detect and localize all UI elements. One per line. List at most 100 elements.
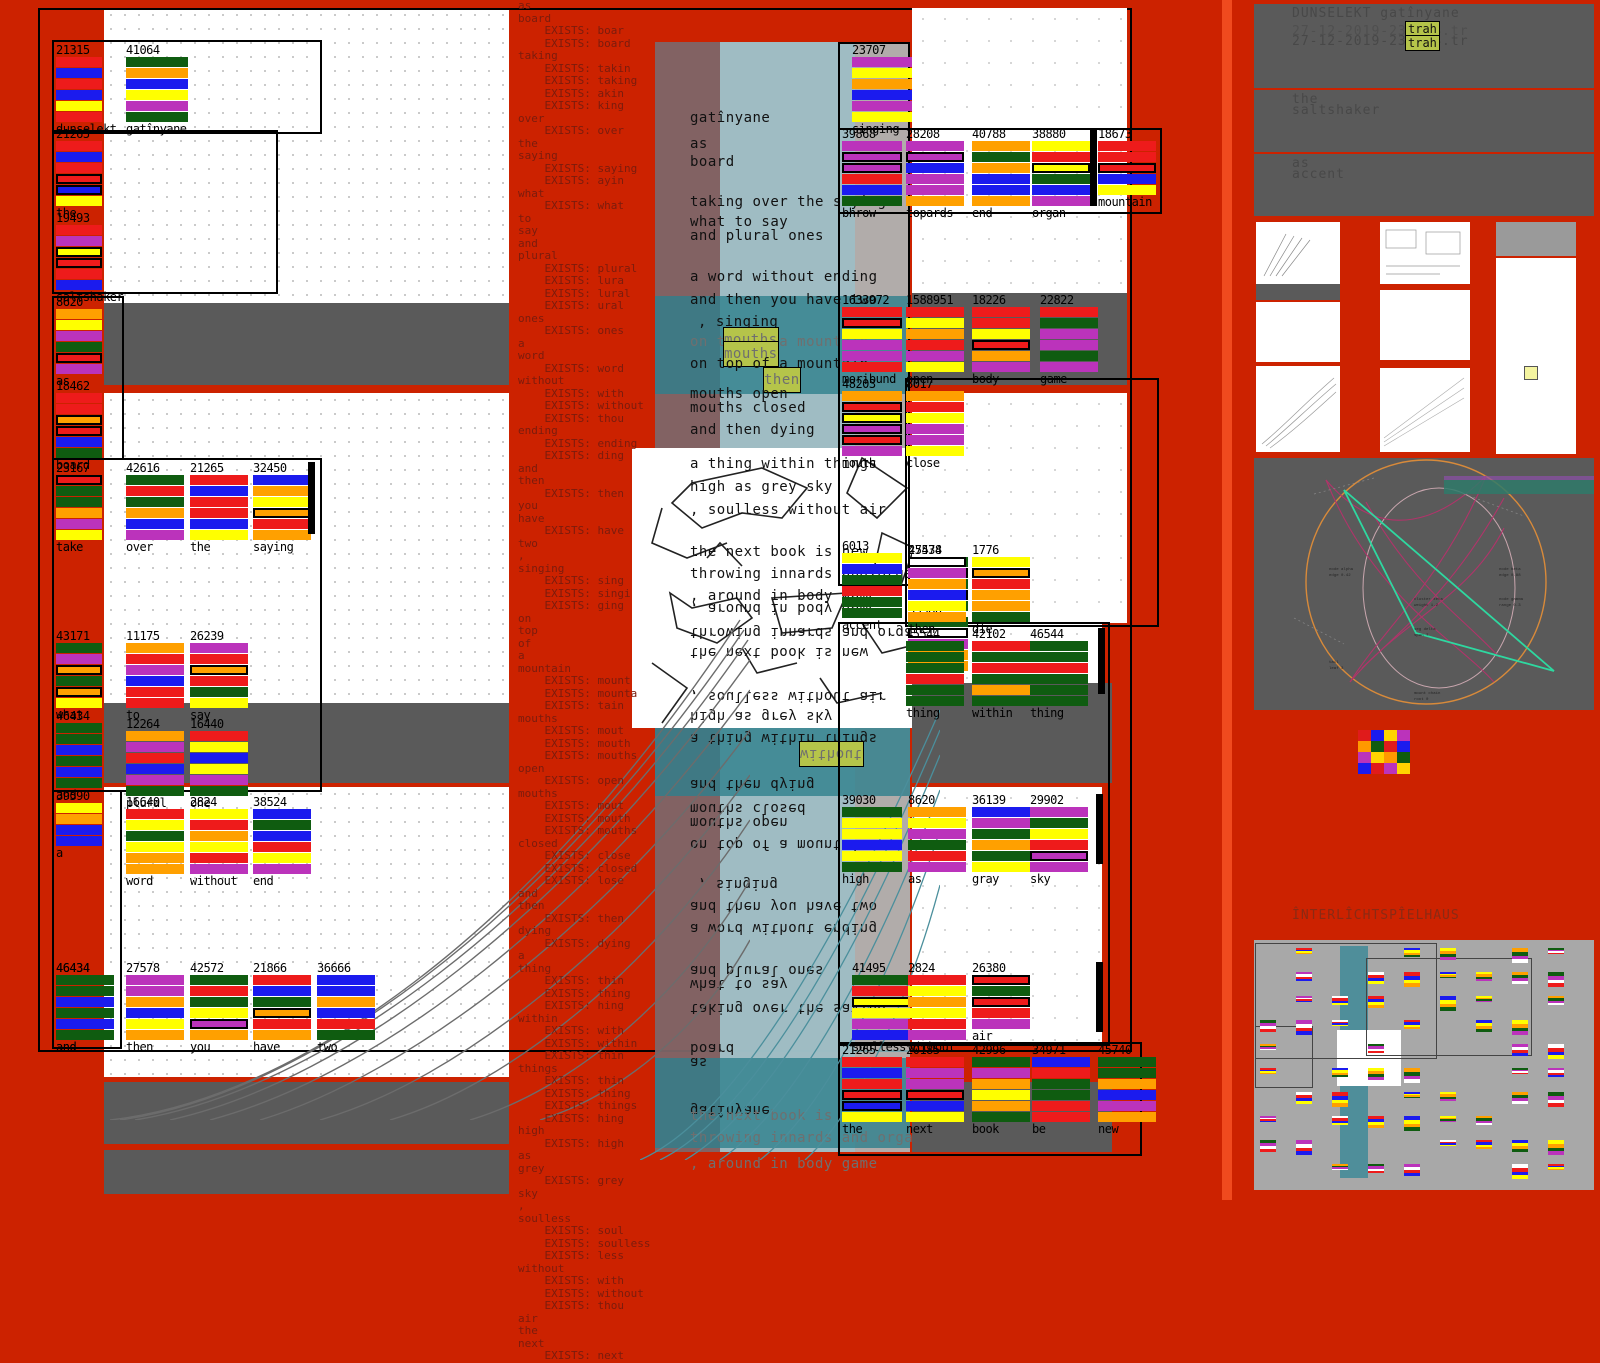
token-bar (126, 90, 188, 100)
token-card[interactable]: 1588951 open (906, 294, 964, 386)
token-card[interactable]: 21315 dunselekt (56, 44, 102, 136)
token-card[interactable]: 18673 mountain (1098, 128, 1156, 209)
token-id: 39868 (842, 128, 902, 141)
token-bars (972, 975, 1030, 1029)
token-card[interactable]: 39590 a (56, 790, 102, 860)
token-card[interactable]: 20185 next (906, 1044, 964, 1136)
token-card[interactable]: 8017 close (906, 378, 964, 470)
token-card[interactable]: 21866 have (253, 962, 311, 1054)
token-card[interactable]: 42996 book (972, 1044, 1030, 1136)
token-card[interactable]: 42616 over (126, 462, 184, 554)
token-bar (190, 1019, 248, 1029)
token-card[interactable]: 46544 thing (1030, 628, 1088, 720)
token-id: 41064 (126, 44, 188, 57)
token-card[interactable]: 32450 saying (253, 462, 311, 554)
minimap-chip (1368, 1116, 1384, 1128)
token-bar (56, 745, 102, 755)
token-card[interactable]: 41495 soulless (852, 962, 912, 1054)
token-card[interactable]: 16640 word (126, 796, 184, 888)
thumb-8[interactable] (1496, 258, 1576, 454)
token-card[interactable]: 42102 within (972, 628, 1030, 720)
token-card[interactable]: 40788 end (972, 128, 1030, 220)
thumb-5[interactable] (1380, 290, 1470, 360)
token-card[interactable]: 18226 body (972, 294, 1030, 386)
token-bars (56, 803, 102, 846)
token-card[interactable]: 45544 thing (906, 628, 964, 720)
graph-panel[interactable]: node alpha edge 0.42 cluster zeta weight 1… (1254, 458, 1594, 710)
token-card[interactable]: 39030 high (842, 794, 902, 886)
token-card[interactable]: 6013 accent (842, 540, 902, 632)
token-card[interactable]: 23167 take (56, 462, 102, 554)
token-bar (1030, 862, 1088, 872)
token-card[interactable]: 38524 end (253, 796, 311, 888)
token-card[interactable]: 41064 gatînyane (126, 44, 188, 136)
token-bar (1030, 840, 1088, 850)
token-card[interactable]: 27578 then (908, 544, 966, 636)
token-card[interactable]: 21265 the (190, 462, 248, 554)
token-bar (56, 393, 102, 403)
token-card[interactable]: 38880 organ (1032, 128, 1090, 220)
token-card[interactable]: 21265 the (842, 1044, 902, 1136)
token-card[interactable]: 19493 saltshaker (56, 212, 102, 304)
thumb-6[interactable] (1380, 368, 1470, 452)
token-bar (56, 734, 102, 744)
token-bars (56, 975, 114, 1040)
token-bar (253, 864, 311, 874)
token-card[interactable]: 29902 sky (1030, 794, 1088, 886)
token-card[interactable]: 23707 singing (852, 44, 912, 136)
token-bar (126, 643, 184, 653)
token-card[interactable]: 2824 without (190, 796, 248, 888)
token-card[interactable]: 8620 as (908, 794, 966, 886)
token-bar (126, 1008, 184, 1018)
token-card[interactable]: 28208 topards (906, 128, 964, 220)
token-bar (317, 997, 375, 1007)
minimap-panel[interactable] (1254, 940, 1594, 1190)
token-card[interactable]: 45740 new (1098, 1044, 1156, 1136)
thumb-7[interactable] (1496, 222, 1576, 256)
token-card[interactable]: 36666 two (317, 962, 375, 1054)
token-card[interactable]: 22822 game (1040, 294, 1098, 386)
token-bar (852, 57, 912, 67)
token-bar (190, 853, 248, 863)
token-bars (126, 643, 184, 708)
token-bar (190, 864, 248, 874)
token-bar (1040, 351, 1098, 361)
token-bar (972, 152, 1030, 162)
token-label: over (126, 540, 184, 554)
token-card[interactable]: 21265 the (56, 128, 102, 220)
token-card[interactable]: 11175 to (126, 630, 184, 722)
token-bar (906, 424, 964, 434)
thumb-1[interactable] (1256, 222, 1340, 284)
token-card[interactable]: 48203 mouth (842, 378, 902, 470)
token-card[interactable]: 26380 air (972, 962, 1030, 1043)
token-card[interactable]: 34971 be (1032, 1044, 1090, 1136)
token-id: 20185 (906, 1044, 964, 1057)
token-card[interactable]: 27578 then (126, 962, 184, 1054)
thumb-3[interactable] (1256, 366, 1340, 452)
sidebar-badge-b[interactable]: trah (1406, 36, 1439, 50)
token-card[interactable]: 26239 say (190, 630, 248, 722)
token-bars (906, 141, 964, 206)
token-bar (1030, 685, 1088, 695)
token-bar (906, 446, 964, 456)
token-card[interactable]: 1633972 moribund (842, 294, 902, 386)
sidebar-badge-a[interactable]: trah (1406, 22, 1439, 36)
token-card[interactable]: 39868 bhrow (842, 128, 902, 220)
token-card[interactable]: 8620 as (56, 296, 102, 388)
thumb-2[interactable] (1256, 302, 1340, 362)
token-card[interactable]: 18462 board (56, 380, 102, 472)
token-id: 28208 (906, 128, 964, 141)
token-bar (842, 196, 902, 206)
token-bar (908, 818, 966, 828)
token-card[interactable]: 2824 without (908, 962, 966, 1054)
token-card[interactable]: 42572 you (190, 962, 248, 1054)
token-card[interactable]: 1776 die (972, 544, 1030, 636)
thumb-4[interactable] (1380, 222, 1470, 284)
token-card[interactable]: 36139 gray (972, 794, 1030, 886)
token-bar (972, 1079, 1030, 1089)
minimap-chip (1440, 1140, 1456, 1146)
token-bar (842, 1057, 902, 1067)
token-card[interactable]: 46434 and (56, 962, 114, 1054)
token-id: 21315 (56, 44, 102, 57)
token-bar (56, 426, 102, 436)
